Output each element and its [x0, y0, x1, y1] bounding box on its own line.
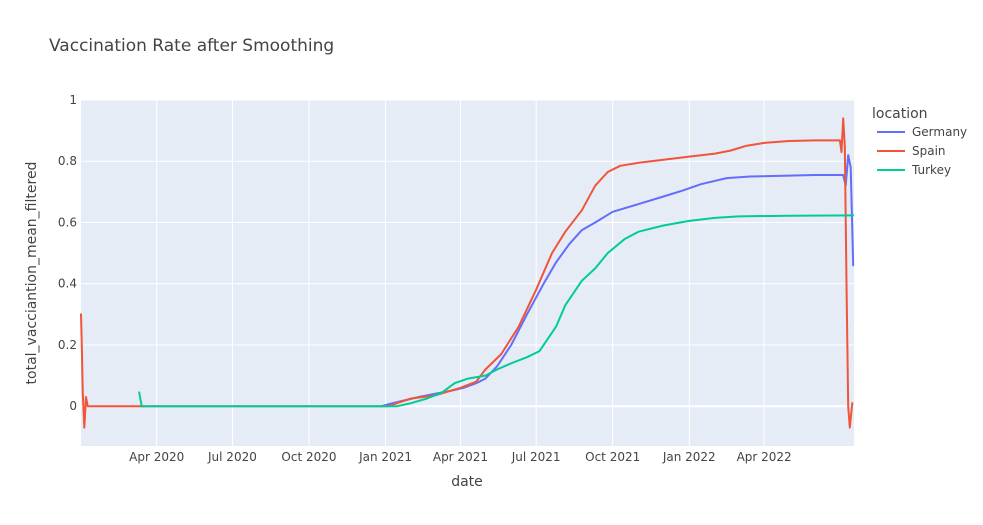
chart-title: Vaccination Rate after Smoothing: [49, 36, 334, 56]
x-tick-label: Jul 2020: [207, 450, 257, 464]
y-axis-label: total_vacciantion_mean_filtered: [24, 162, 40, 385]
plot-area: [81, 100, 854, 446]
x-tick-label: Jan 2021: [358, 450, 412, 464]
x-tick-label: Apr 2021: [433, 450, 488, 464]
x-gridlines: [156, 100, 765, 446]
x-tick-label: Jan 2022: [662, 450, 716, 464]
x-tick-label: Oct 2021: [585, 450, 640, 464]
y-tick-label: 0.8: [58, 154, 77, 168]
y-tick-label: 0.4: [58, 277, 77, 291]
y-tick-label: 0: [69, 399, 77, 413]
legend: location Germany Spain Turkey: [872, 106, 967, 177]
x-axis-label: date: [451, 474, 483, 490]
series-line-turkey: [138, 214, 855, 408]
legend-label: Germany: [912, 125, 967, 139]
legend-label: Turkey: [911, 163, 951, 177]
y-tick-labels: 0 0.2 0.4 0.6 0.8 1: [58, 93, 77, 413]
legend-item-spain[interactable]: Spain: [877, 144, 946, 158]
y-tick-label: 0.2: [58, 338, 77, 352]
x-tick-label: Apr 2022: [737, 450, 792, 464]
x-tick-label: Apr 2020: [129, 450, 184, 464]
y-tick-label: 0.6: [58, 215, 77, 229]
legend-title: location: [872, 106, 928, 122]
legend-item-germany[interactable]: Germany: [877, 125, 967, 139]
x-tick-label: Oct 2020: [281, 450, 336, 464]
legend-item-turkey[interactable]: Turkey: [877, 163, 951, 177]
x-tick-labels: Apr 2020 Jul 2020 Oct 2020 Jan 2021 Apr 2021…: [129, 450, 792, 464]
series-lines: [80, 117, 855, 429]
y-gridlines: [81, 99, 854, 408]
y-tick-label: 1: [69, 93, 77, 107]
legend-label: Spain: [912, 144, 946, 158]
x-tick-label: Jul 2021: [511, 450, 561, 464]
